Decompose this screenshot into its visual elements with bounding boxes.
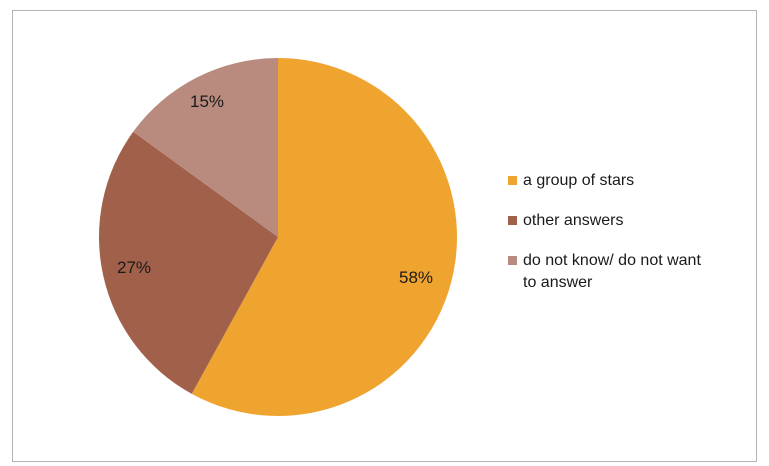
pie-slice-0 (191, 58, 458, 417)
legend-label-other-answers: other answers (523, 212, 624, 229)
pie-slice-label-0: 58% (399, 268, 433, 287)
legend-label-do-not-know: do not know/ do not want to answer (523, 252, 701, 291)
legend-label-a-group-of-stars: a group of stars (523, 172, 635, 189)
legend: a group of stars other answers do not kn… (508, 170, 748, 312)
legend-item-a-group-of-stars: a group of stars (508, 170, 748, 192)
legend-item-do-not-know: do not know/ do not want to answer (508, 250, 748, 294)
legend-swatch-a-group-of-stars (508, 176, 517, 185)
pie-slice-2 (133, 58, 278, 237)
legend-swatch-other-answers (508, 216, 517, 225)
legend-swatch-do-not-know (508, 256, 517, 265)
pie-slice-label-1: 27% (117, 258, 151, 277)
legend-item-other-answers: other answers (508, 210, 748, 232)
pie-slice-1 (98, 131, 278, 394)
pie-slice-label-2: 15% (190, 92, 224, 111)
